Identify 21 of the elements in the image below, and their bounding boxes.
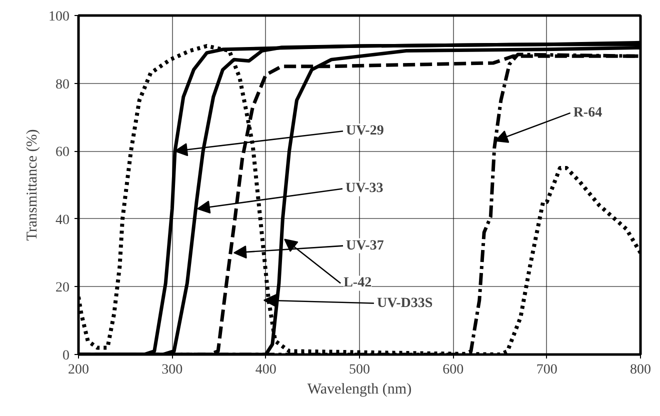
annotation: UV-29 bbox=[346, 124, 384, 139]
annotation: R-64 bbox=[573, 105, 602, 120]
annotation: UV-37 bbox=[346, 238, 384, 254]
y-tick-label: 40 bbox=[56, 212, 70, 228]
y-tick-label: 60 bbox=[56, 145, 70, 160]
x-tick-label: 800 bbox=[630, 362, 651, 378]
annotation: UV-D33S bbox=[376, 296, 433, 311]
x-tick-label: 700 bbox=[536, 362, 558, 378]
y-axis-title: Transmittance (%) bbox=[24, 129, 40, 241]
x-axis-title: Wavelength (nm) bbox=[307, 382, 412, 398]
y-tick-label: 80 bbox=[56, 77, 70, 92]
y-tick-label: 20 bbox=[56, 280, 70, 296]
y-tick-label: 100 bbox=[48, 10, 70, 24]
x-tick-label: 400 bbox=[255, 362, 276, 378]
x-tick-label: 300 bbox=[162, 362, 183, 378]
annotation: UV-33 bbox=[345, 181, 384, 196]
x-tick-label: 500 bbox=[349, 362, 370, 378]
y-tick-label: 0 bbox=[62, 348, 70, 364]
x-tick-label: 200 bbox=[68, 362, 89, 378]
annotation: L-42 bbox=[344, 276, 372, 291]
x-tick-label: 600 bbox=[442, 362, 464, 378]
